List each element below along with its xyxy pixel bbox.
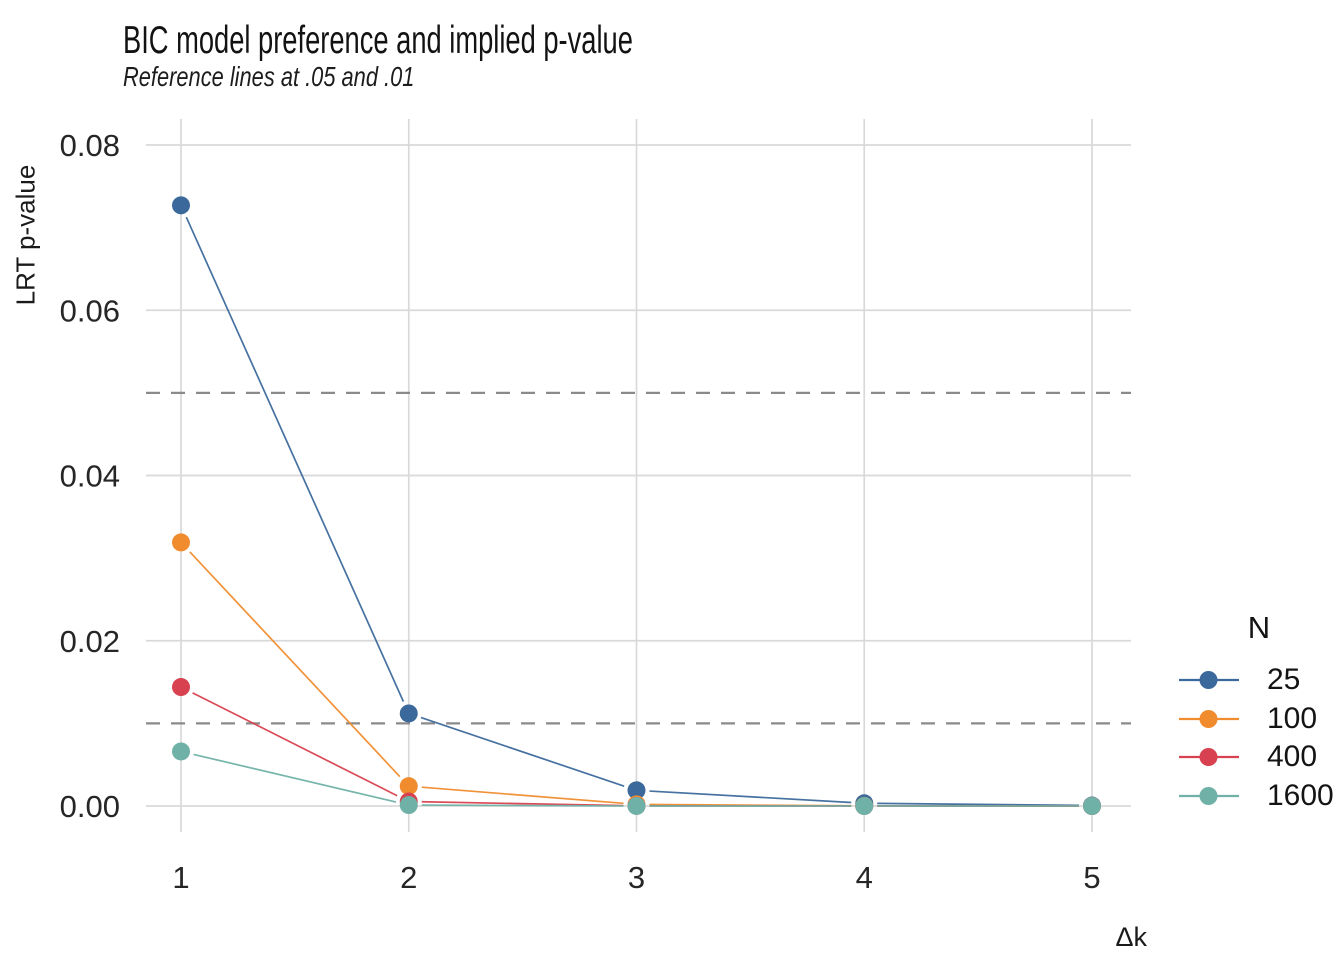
line-segment xyxy=(189,551,401,778)
point-25-dk3 xyxy=(627,781,646,800)
point-1600-dk5 xyxy=(1083,797,1101,815)
legend-label: 1600 xyxy=(1267,778,1334,812)
x-tick-labels: 1 2 3 4 5 xyxy=(172,860,1100,895)
legend-dot xyxy=(1199,709,1218,728)
series-line-100 xyxy=(189,551,1080,807)
y-tick-labels: 0.00 0.02 0.04 0.06 0.08 xyxy=(60,128,120,824)
line-segment xyxy=(420,716,625,787)
legend-label: 100 xyxy=(1267,701,1318,735)
point-25-dk1 xyxy=(172,196,190,215)
y-tick-0.06: 0.06 xyxy=(60,293,120,328)
legend: 25 100 400 1600 xyxy=(1179,661,1334,815)
chart-subtitle: Reference lines at .05 and .01 xyxy=(123,61,415,92)
line-segment xyxy=(877,802,1080,807)
y-tick-0.04: 0.04 xyxy=(60,459,120,494)
point-1600-dk3 xyxy=(627,796,646,815)
legend-dot xyxy=(1199,748,1218,767)
legend-key-icon xyxy=(1179,671,1239,690)
point-100-dk1 xyxy=(172,533,190,552)
legend-label: 25 xyxy=(1267,663,1301,697)
line-segment xyxy=(421,786,624,805)
legend-dot xyxy=(1199,786,1218,805)
y-tick-0.08: 0.08 xyxy=(60,128,120,163)
chart-title: BIC model preference and implied p-value xyxy=(123,19,633,62)
x-tick-2: 2 xyxy=(400,860,417,895)
point-1600-dk1 xyxy=(172,742,190,761)
point-1600-dk4 xyxy=(855,796,874,815)
series-line-1600 xyxy=(193,753,1080,807)
x-axis-title: Δk xyxy=(1115,922,1147,952)
point-100-dk2 xyxy=(399,777,418,796)
legend-key-icon xyxy=(1179,709,1239,728)
x-tick-3: 3 xyxy=(628,860,645,895)
line-segment xyxy=(185,216,405,702)
legend-key-icon xyxy=(1179,786,1239,805)
line-segment xyxy=(192,692,398,797)
reference-lines xyxy=(146,391,1131,725)
legend-entry-100: 100 xyxy=(1179,700,1334,739)
x-tick-5: 5 xyxy=(1083,860,1100,895)
legend-entry-400: 400 xyxy=(1179,738,1334,777)
horizontal-gridlines xyxy=(146,144,1131,807)
x-tick-1: 1 xyxy=(172,860,189,895)
line-segment xyxy=(193,753,397,803)
point-400-dk1 xyxy=(172,678,190,697)
legend-title: N xyxy=(1247,610,1271,645)
legend-label: 400 xyxy=(1267,740,1318,774)
series-line-25 xyxy=(185,216,1080,807)
legend-entry-25: 25 xyxy=(1179,661,1334,700)
series-points-1600 xyxy=(172,742,1101,815)
x-tick-4: 4 xyxy=(856,860,873,895)
y-tick-0.00: 0.00 xyxy=(60,789,120,824)
legend-dot xyxy=(1199,671,1218,690)
legend-key-icon xyxy=(1179,748,1239,767)
line-segment xyxy=(649,790,852,804)
y-tick-0.02: 0.02 xyxy=(60,624,120,659)
point-25-dk2 xyxy=(399,704,418,723)
legend-entry-1600: 1600 xyxy=(1179,777,1334,816)
line-segment xyxy=(421,804,624,807)
point-1600-dk2 xyxy=(399,796,418,815)
